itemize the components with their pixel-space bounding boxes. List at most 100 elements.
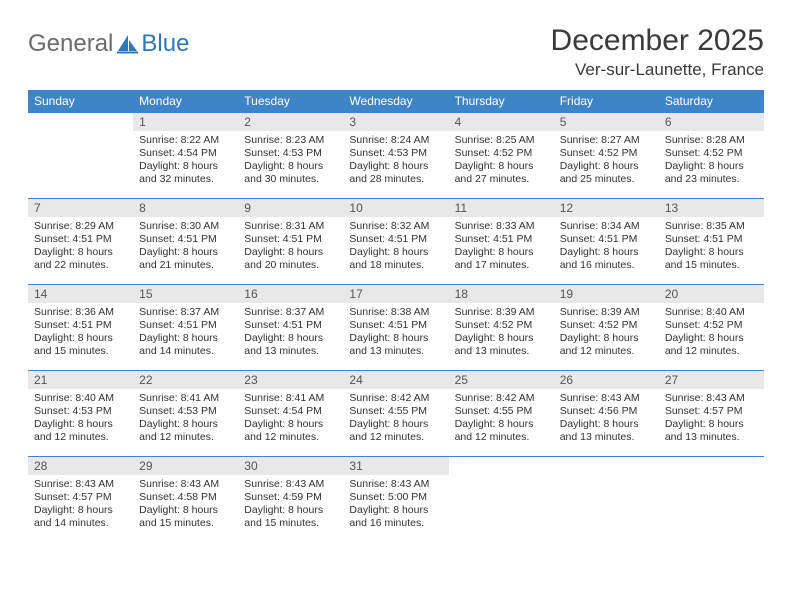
calendar-day-cell: 25Sunrise: 8:42 AMSunset: 4:55 PMDayligh… xyxy=(449,371,554,457)
day-number: 10 xyxy=(343,199,448,217)
sunrise-line: Sunrise: 8:43 AM xyxy=(560,392,653,405)
daylight-line: Daylight: 8 hours and 23 minutes. xyxy=(665,160,758,186)
daylight-line: Daylight: 8 hours and 13 minutes. xyxy=(455,332,548,358)
sunset-line: Sunset: 4:51 PM xyxy=(349,319,442,332)
calendar-week-row: 28Sunrise: 8:43 AMSunset: 4:57 PMDayligh… xyxy=(28,457,764,543)
day-number: 4 xyxy=(449,113,554,131)
day-body: Sunrise: 8:30 AMSunset: 4:51 PMDaylight:… xyxy=(133,217,238,277)
daylight-line: Daylight: 8 hours and 32 minutes. xyxy=(139,160,232,186)
day-number: 30 xyxy=(238,457,343,475)
calendar-day-cell: 29Sunrise: 8:43 AMSunset: 4:58 PMDayligh… xyxy=(133,457,238,543)
calendar-day-cell: 4Sunrise: 8:25 AMSunset: 4:52 PMDaylight… xyxy=(449,113,554,199)
calendar-day-cell xyxy=(554,457,659,543)
daylight-line: Daylight: 8 hours and 28 minutes. xyxy=(349,160,442,186)
daylight-line: Daylight: 8 hours and 18 minutes. xyxy=(349,246,442,272)
sunset-line: Sunset: 4:59 PM xyxy=(244,491,337,504)
sunrise-line: Sunrise: 8:29 AM xyxy=(34,220,127,233)
daylight-line: Daylight: 8 hours and 13 minutes. xyxy=(349,332,442,358)
daylight-line: Daylight: 8 hours and 13 minutes. xyxy=(665,418,758,444)
day-body: Sunrise: 8:41 AMSunset: 4:53 PMDaylight:… xyxy=(133,389,238,449)
sunrise-line: Sunrise: 8:34 AM xyxy=(560,220,653,233)
day-body: Sunrise: 8:23 AMSunset: 4:53 PMDaylight:… xyxy=(238,131,343,191)
calendar-week-row: 21Sunrise: 8:40 AMSunset: 4:53 PMDayligh… xyxy=(28,371,764,457)
sunset-line: Sunset: 4:55 PM xyxy=(349,405,442,418)
calendar-day-cell: 23Sunrise: 8:41 AMSunset: 4:54 PMDayligh… xyxy=(238,371,343,457)
sunrise-line: Sunrise: 8:41 AM xyxy=(139,392,232,405)
day-number: 29 xyxy=(133,457,238,475)
day-body: Sunrise: 8:36 AMSunset: 4:51 PMDaylight:… xyxy=(28,303,133,363)
day-number: 24 xyxy=(343,371,448,389)
daylight-line: Daylight: 8 hours and 12 minutes. xyxy=(455,418,548,444)
sunset-line: Sunset: 4:53 PM xyxy=(349,147,442,160)
sunrise-line: Sunrise: 8:37 AM xyxy=(139,306,232,319)
sunrise-line: Sunrise: 8:31 AM xyxy=(244,220,337,233)
day-number: 13 xyxy=(659,199,764,217)
day-body: Sunrise: 8:43 AMSunset: 4:56 PMDaylight:… xyxy=(554,389,659,449)
day-body: Sunrise: 8:28 AMSunset: 4:52 PMDaylight:… xyxy=(659,131,764,191)
day-body: Sunrise: 8:40 AMSunset: 4:53 PMDaylight:… xyxy=(28,389,133,449)
sunrise-line: Sunrise: 8:38 AM xyxy=(349,306,442,319)
sunset-line: Sunset: 4:52 PM xyxy=(560,319,653,332)
sunset-line: Sunset: 4:54 PM xyxy=(139,147,232,160)
sunrise-line: Sunrise: 8:36 AM xyxy=(34,306,127,319)
daylight-line: Daylight: 8 hours and 14 minutes. xyxy=(139,332,232,358)
day-body: Sunrise: 8:27 AMSunset: 4:52 PMDaylight:… xyxy=(554,131,659,191)
day-number: 22 xyxy=(133,371,238,389)
day-number: 6 xyxy=(659,113,764,131)
logo-sail-icon xyxy=(117,34,139,54)
calendar-day-cell xyxy=(28,113,133,199)
daylight-line: Daylight: 8 hours and 12 minutes. xyxy=(560,332,653,358)
sunrise-line: Sunrise: 8:39 AM xyxy=(560,306,653,319)
day-body: Sunrise: 8:37 AMSunset: 4:51 PMDaylight:… xyxy=(133,303,238,363)
sunset-line: Sunset: 4:51 PM xyxy=(349,233,442,246)
day-of-week-header: Saturday xyxy=(659,90,764,113)
calendar-body: 1Sunrise: 8:22 AMSunset: 4:54 PMDaylight… xyxy=(28,113,764,543)
sunrise-line: Sunrise: 8:23 AM xyxy=(244,134,337,147)
calendar-day-cell: 18Sunrise: 8:39 AMSunset: 4:52 PMDayligh… xyxy=(449,285,554,371)
calendar-day-cell: 3Sunrise: 8:24 AMSunset: 4:53 PMDaylight… xyxy=(343,113,448,199)
sunset-line: Sunset: 4:52 PM xyxy=(455,319,548,332)
day-of-week-header: Sunday xyxy=(28,90,133,113)
day-body: Sunrise: 8:24 AMSunset: 4:53 PMDaylight:… xyxy=(343,131,448,191)
sunrise-line: Sunrise: 8:28 AM xyxy=(665,134,758,147)
calendar-day-cell: 28Sunrise: 8:43 AMSunset: 4:57 PMDayligh… xyxy=(28,457,133,543)
calendar-day-cell: 21Sunrise: 8:40 AMSunset: 4:53 PMDayligh… xyxy=(28,371,133,457)
title-block: December 2025 Ver-sur-Launette, France xyxy=(551,24,764,80)
daylight-line: Daylight: 8 hours and 16 minutes. xyxy=(349,504,442,530)
calendar-day-cell: 24Sunrise: 8:42 AMSunset: 4:55 PMDayligh… xyxy=(343,371,448,457)
sunrise-line: Sunrise: 8:43 AM xyxy=(244,478,337,491)
sunrise-line: Sunrise: 8:30 AM xyxy=(139,220,232,233)
calendar-day-cell: 16Sunrise: 8:37 AMSunset: 4:51 PMDayligh… xyxy=(238,285,343,371)
sunrise-line: Sunrise: 8:39 AM xyxy=(455,306,548,319)
calendar-day-cell: 20Sunrise: 8:40 AMSunset: 4:52 PMDayligh… xyxy=(659,285,764,371)
day-body: Sunrise: 8:34 AMSunset: 4:51 PMDaylight:… xyxy=(554,217,659,277)
calendar-day-cell: 26Sunrise: 8:43 AMSunset: 4:56 PMDayligh… xyxy=(554,371,659,457)
sunrise-line: Sunrise: 8:27 AM xyxy=(560,134,653,147)
daylight-line: Daylight: 8 hours and 25 minutes. xyxy=(560,160,653,186)
sunrise-line: Sunrise: 8:42 AM xyxy=(455,392,548,405)
day-number: 7 xyxy=(28,199,133,217)
daylight-line: Daylight: 8 hours and 20 minutes. xyxy=(244,246,337,272)
sunset-line: Sunset: 4:51 PM xyxy=(139,233,232,246)
day-body: Sunrise: 8:39 AMSunset: 4:52 PMDaylight:… xyxy=(449,303,554,363)
day-of-week-header: Friday xyxy=(554,90,659,113)
sunrise-line: Sunrise: 8:43 AM xyxy=(139,478,232,491)
calendar-day-cell: 6Sunrise: 8:28 AMSunset: 4:52 PMDaylight… xyxy=(659,113,764,199)
day-number: 8 xyxy=(133,199,238,217)
calendar-day-cell: 11Sunrise: 8:33 AMSunset: 4:51 PMDayligh… xyxy=(449,199,554,285)
day-number-empty xyxy=(28,113,133,131)
daylight-line: Daylight: 8 hours and 13 minutes. xyxy=(560,418,653,444)
sunset-line: Sunset: 4:51 PM xyxy=(560,233,653,246)
calendar-day-cell: 9Sunrise: 8:31 AMSunset: 4:51 PMDaylight… xyxy=(238,199,343,285)
sunrise-line: Sunrise: 8:25 AM xyxy=(455,134,548,147)
sunset-line: Sunset: 4:57 PM xyxy=(34,491,127,504)
day-body: Sunrise: 8:25 AMSunset: 4:52 PMDaylight:… xyxy=(449,131,554,191)
day-number-empty xyxy=(659,457,764,475)
daylight-line: Daylight: 8 hours and 17 minutes. xyxy=(455,246,548,272)
day-of-week-header: Wednesday xyxy=(343,90,448,113)
calendar-day-cell: 13Sunrise: 8:35 AMSunset: 4:51 PMDayligh… xyxy=(659,199,764,285)
day-number: 25 xyxy=(449,371,554,389)
sunrise-line: Sunrise: 8:43 AM xyxy=(34,478,127,491)
day-number: 21 xyxy=(28,371,133,389)
sunset-line: Sunset: 4:53 PM xyxy=(139,405,232,418)
